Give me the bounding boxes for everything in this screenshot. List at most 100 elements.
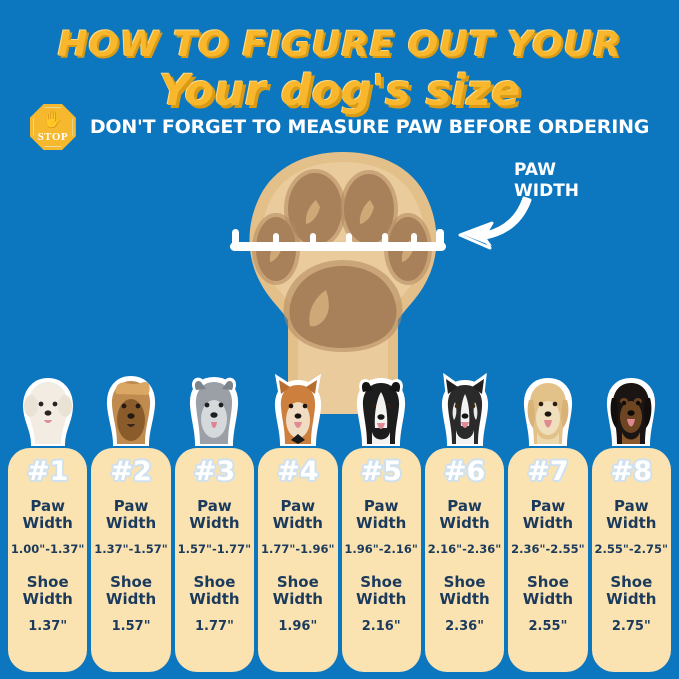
size-card-number: #3 (193, 456, 236, 487)
rottweiler-photo (592, 372, 671, 458)
shoe-width-label-line-1: Shoe (110, 573, 153, 591)
paw-width-label: Paw Width (356, 498, 406, 532)
paw-width-label-line-2: Width (522, 514, 574, 532)
shoe-width-value: 2.16" (361, 619, 401, 634)
raised-hand-icon: ✋ (42, 110, 64, 129)
paw-width-label: Paw Width (439, 498, 489, 532)
page-title-line-1: HOW TO FIGURE OUT YOUR (57, 25, 622, 65)
size-card-panel: #3 Paw Width 1.57"-1.77" Shoe Width 1.77… (174, 448, 255, 672)
stop-label: STOP (37, 131, 69, 143)
paw-width-value: 1.00"-1.37" (10, 542, 85, 556)
size-card[interactable]: #5 Paw Width 1.96"-2.16" Shoe Width 2.16… (341, 372, 421, 674)
size-card-number: #1 (26, 456, 69, 487)
paw-width-label-line-1: Paw (363, 497, 399, 515)
size-card[interactable]: #1 Paw Width 1.00"-1.37" Shoe Width 1.37… (8, 372, 88, 674)
shoe-width-label-line-2: Width (606, 590, 657, 608)
size-card-number: #4 (277, 456, 319, 487)
yorkshire-terrier-photo (91, 372, 170, 458)
dog-paw-icon (208, 152, 478, 414)
shoe-width-value: 1.96" (278, 619, 318, 634)
size-card[interactable]: #8 Paw Width 2.55"-2.75" Shoe Width 2.75… (591, 372, 671, 674)
paw-width-label: Paw Width (106, 498, 156, 532)
callout-label-line-1: PAW (514, 160, 557, 180)
size-card[interactable]: #6 Paw Width 2.16"-2.36" Shoe Width 2.36… (424, 372, 505, 674)
size-card-panel: #2 Paw Width 1.37"-1.57" Shoe Width 1.57… (91, 448, 171, 672)
paw-width-callout: PAW WIDTH (452, 160, 662, 250)
shoe-width-label-line-2: Width (272, 590, 323, 608)
border-collie-photo (342, 372, 421, 458)
shoe-width-label-line-1: Shoe (276, 573, 319, 591)
size-card[interactable]: #3 Paw Width 1.57"-1.77" Shoe Width 1.77… (174, 372, 255, 674)
shoe-width-value: 2.36" (445, 619, 484, 634)
size-card-number: #6 (443, 456, 486, 487)
paw-width-value: 1.37"-1.57" (94, 542, 168, 556)
size-card-panel: #8 Paw Width 2.55"-2.75" Shoe Width 2.75… (591, 448, 671, 672)
paw-width-label-line-2: Width (606, 514, 657, 532)
paw-width-value: 1.77"-1.96" (261, 542, 335, 556)
paw-width-value: 1.96"-2.16" (344, 542, 418, 556)
paw-width-label-line-2: Width (22, 514, 73, 532)
size-card-panel: #7 Paw Width 2.36"-2.55" Shoe Width 2.55… (508, 448, 588, 672)
stop-octagon-inner (32, 107, 73, 147)
size-card-panel: #1 Paw Width 1.00"-1.37" Shoe Width 1.37… (8, 448, 88, 672)
shiba-inu-photo (258, 372, 337, 458)
size-card[interactable]: #2 Paw Width 1.37"-1.57" Shoe Width 1.57… (91, 372, 171, 674)
paw-width-value: 2.55"-2.75" (594, 542, 669, 556)
paw-width-label-line-1: Paw (113, 497, 149, 515)
stop-hand-icon: ✋ STOP (29, 104, 76, 150)
paw-width-label-line-2: Width (105, 514, 157, 532)
paw-width-label-line-1: Paw (614, 497, 649, 515)
paw-width-value: 1.57"-1.77" (177, 542, 252, 556)
shoe-width-label-line-2: Width (522, 590, 574, 608)
size-card-number: #2 (110, 456, 152, 487)
size-card-number: #8 (610, 456, 653, 487)
size-card-number: #7 (527, 456, 569, 487)
paw-width-label-line-1: Paw (447, 497, 482, 515)
shoe-width-label-line-2: Width (22, 590, 73, 608)
shoe-width-label: Shoe Width (106, 574, 156, 608)
shoe-width-label: Shoe Width (189, 574, 239, 608)
paw-width-label-line-1: Paw (280, 497, 316, 515)
shoe-width-label-line-1: Shoe (526, 573, 569, 591)
paw-width-value: 2.16"-2.36" (427, 542, 502, 556)
shoe-width-label: Shoe Width (439, 574, 489, 608)
size-card[interactable]: #4 Paw Width 1.77"-1.96" Shoe Width 1.96… (258, 372, 338, 674)
shoe-width-value: 2.75" (611, 619, 651, 634)
paw-width-label: Paw Width (523, 498, 573, 532)
ruler-icon (230, 228, 446, 252)
schnauzer-photo (175, 372, 254, 458)
paw-width-label-line-1: Paw (530, 497, 566, 515)
husky-photo (425, 372, 504, 458)
shoe-width-label: Shoe Width (23, 574, 73, 608)
shoe-width-label-line-2: Width (439, 590, 490, 608)
shoe-width-label-line-1: Shoe (360, 573, 403, 591)
paw-width-label-line-2: Width (272, 514, 323, 532)
subtitle-text: DON'T FORGET TO MEASURE PAW BEFORE ORDER… (89, 116, 650, 138)
paw-width-label-line-1: Paw (30, 497, 65, 515)
shoe-width-label-line-1: Shoe (610, 573, 653, 591)
size-card-panel: #4 Paw Width 1.77"-1.96" Shoe Width 1.96… (258, 448, 338, 672)
size-card-panel: #6 Paw Width 2.16"-2.36" Shoe Width 2.36… (424, 448, 505, 672)
shoe-width-value: 1.37" (28, 619, 68, 634)
paw-width-label-line-2: Width (356, 514, 407, 532)
subtitle-row: ✋ STOP DON'T FORGET TO MEASURE PAW BEFOR… (0, 104, 679, 150)
shoe-width-label-line-2: Width (105, 590, 157, 608)
curved-arrow-left-icon (452, 194, 532, 250)
size-card-panel: #5 Paw Width 1.96"-2.16" Shoe Width 2.16… (341, 448, 421, 672)
page-title-line-2: Your dog's size (158, 66, 521, 116)
shoe-width-label: Shoe Width (273, 574, 323, 608)
size-card-number: #5 (360, 456, 402, 487)
size-card[interactable]: #7 Paw Width 2.36"-2.55" Shoe Width 2.55… (508, 372, 588, 674)
shoe-width-value: 1.57" (111, 619, 151, 634)
header-title-block: HOW TO FIGURE OUT YOUR Your dog's size (0, 26, 679, 116)
shoe-width-label-line-2: Width (356, 590, 407, 608)
shoe-width-value: 2.55" (528, 619, 568, 634)
shoe-width-label-line-1: Shoe (193, 573, 236, 591)
paw-width-label-line-1: Paw (197, 497, 232, 515)
golden-retriever-photo (508, 372, 587, 458)
paw-width-label-line-2: Width (439, 514, 490, 532)
bichon-frise-photo (8, 372, 87, 458)
paw-width-label: Paw Width (273, 498, 323, 532)
shoe-width-label: Shoe Width (523, 574, 573, 608)
